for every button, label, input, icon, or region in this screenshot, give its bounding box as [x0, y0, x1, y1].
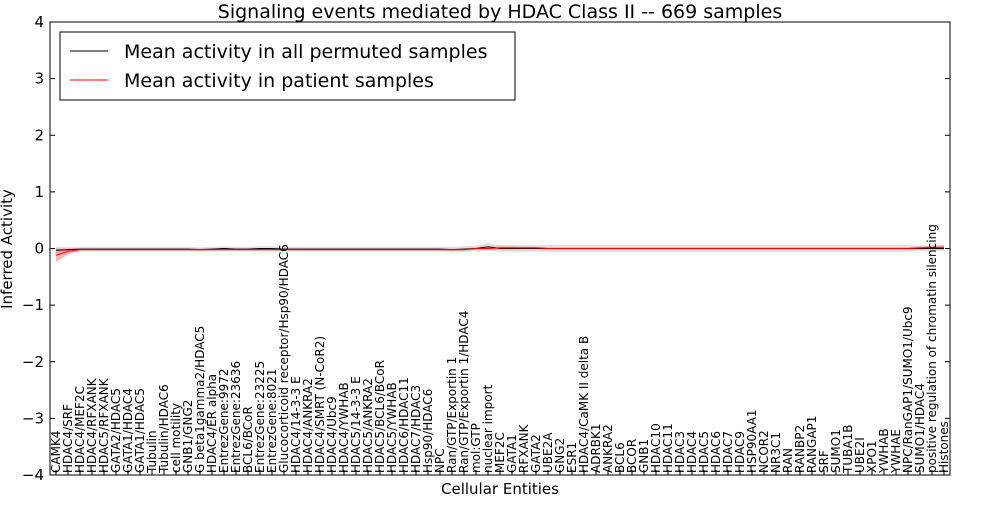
x-tick-label: HDAC6	[709, 431, 723, 473]
x-tick-label: HDAC4/MEF2C	[73, 386, 87, 473]
x-tick-label: HDAC5/BCL6/BCoR	[373, 360, 387, 473]
x-tick-label: ANKRA2	[601, 424, 615, 473]
x-tick-label: SUMO1	[829, 429, 843, 473]
confidence-bands	[56, 242, 944, 263]
x-tick-label: NCOR2	[757, 430, 771, 473]
x-tick-label: HDAC5	[697, 431, 711, 473]
x-tick-label: ESR1	[565, 442, 579, 473]
x-tick-label: mol:GTP	[469, 423, 483, 473]
x-tick-label: HDAC4/Ubc9	[325, 396, 339, 473]
x-tick-label: ADRBK1	[589, 423, 603, 473]
y-tick-label: −1	[22, 296, 44, 314]
y-tick-label: 3	[34, 70, 44, 88]
legend-label-patient: Mean activity in patient samples	[124, 70, 434, 92]
x-tick-label: YWHAE	[889, 429, 903, 474]
x-tick-label: Hsp90/HDAC6	[421, 389, 435, 473]
x-tick-label: UBE2I	[853, 437, 867, 473]
x-tick-label: TUBA1B	[841, 425, 855, 474]
x-tick-label: SUMO1/HDAC4	[913, 383, 927, 473]
x-axis-label: Cellular Entities	[441, 480, 559, 498]
x-tick-label: RAN	[781, 448, 795, 473]
x-tick-label: BCL6	[613, 442, 627, 473]
x-tick-label: GNB1/GNG2	[181, 400, 195, 473]
x-tick-label: RANBP2	[793, 425, 807, 473]
x-tick-label: HDAC5/14-3-3 E	[349, 376, 363, 473]
x-tick-label: NPC/RanGAP1/SUMO1/Ubc9	[901, 306, 915, 473]
x-tick-label: GATA2	[529, 434, 543, 473]
x-tick-label: GATA2/HDAC5	[109, 388, 123, 473]
x-tick-label: EntrezGene:9972	[217, 369, 231, 474]
x-tick-label: GNB1	[637, 439, 651, 473]
x-tick-label: HDAC4/YWHAB	[337, 382, 351, 473]
x-tick-label: HDAC4	[685, 431, 699, 473]
x-tick-label: HDAC5/ANKRA2	[361, 378, 375, 473]
y-axis: −4 −3 −2 −1 0 1 2 3 4	[22, 13, 950, 484]
x-tick-label: HDAC10	[649, 423, 663, 473]
x-tick-label: HDAC9	[733, 431, 747, 473]
x-tick-label: HDAC4/ER alpha	[205, 374, 219, 473]
x-tick-label: HDAC4/14-3-3 E	[289, 376, 303, 473]
x-tick-label: HDAC7	[721, 431, 735, 473]
x-tick-label: HDAC4/CaMK II delta B	[577, 336, 591, 473]
legend: Mean activity in all permuted samples Me…	[59, 31, 516, 101]
x-tick-label: NPC	[433, 448, 447, 473]
x-tick-label: XPO1	[865, 440, 879, 473]
x-tick-label: HDAC5/RFXANK	[97, 377, 111, 473]
x-tick-label: Histones	[937, 421, 951, 473]
x-tick-label: HDAC7/HDAC3	[409, 385, 423, 473]
x-tick-label: RANGAP1	[805, 416, 819, 473]
x-tick-label: HDAC4/SMRT (N-CoR2)	[313, 336, 327, 473]
x-tick-label: CAMK4	[49, 431, 63, 473]
x-tick-label: HDAC4/ANKRA2	[301, 378, 315, 473]
x-tick-label: GNG2	[553, 438, 567, 473]
x-tick-label: GATA1/HDAC5	[133, 388, 147, 473]
x-tick-label: EntrezGene:23225	[253, 361, 267, 473]
x-tick-label: GATA1	[505, 434, 519, 473]
y-tick-label: −3	[22, 409, 44, 427]
y-tick-label: 1	[34, 183, 44, 201]
y-tick-label: 2	[34, 126, 44, 144]
y-tick-label: −2	[22, 353, 44, 371]
y-tick-label: 4	[34, 13, 44, 31]
x-tick-label: Tubulin	[145, 430, 159, 474]
x-tick-label: HDAC4/RFXANK	[85, 377, 99, 473]
x-tick-label: nuclear import	[481, 384, 495, 473]
x-tick-label: HDAC11	[661, 423, 675, 473]
series-line-patient	[55, 246, 944, 256]
x-tick-label: EntrezGene:23636	[229, 361, 243, 473]
chart-title: Signaling events mediated by HDAC Class …	[218, 1, 782, 23]
x-tick-label: MEF2C	[493, 432, 507, 473]
x-tick-label: HSP90AA1	[745, 409, 759, 473]
x-tick-label: Glucocorticoid receptor/Hsp90/HDAC6	[277, 244, 291, 473]
x-tick-label: positive regulation of chromatin silenci…	[925, 224, 939, 473]
legend-box	[59, 31, 516, 101]
y-tick-label: −4	[22, 466, 44, 484]
series-lines	[55, 246, 944, 256]
x-tick-label: UBE2A	[541, 432, 555, 473]
y-tick-label: 0	[34, 240, 44, 258]
x-tick-label: BCL6/BCoR	[241, 406, 255, 473]
y-axis-label: Inferred Activity	[0, 189, 16, 309]
x-tick-label: SRF	[817, 450, 831, 473]
x-tick-label: HDAC6/HDAC11	[397, 377, 411, 473]
x-tick-label: cell motility	[169, 403, 183, 473]
x-tick-label: HDAC4/SRF	[61, 404, 75, 473]
x-tick-label: YWHAB	[877, 428, 891, 474]
x-tick-label: HDAC3	[673, 431, 687, 473]
x-tick-label: G beta1gamma2/HDAC5	[193, 326, 207, 473]
x-tick-label: NR3C1	[769, 432, 783, 473]
x-tick-label: HDAC5/YWHAB	[385, 382, 399, 473]
x-tick-label: Ran/GTP/Exportin 1/HDAC4	[457, 311, 471, 473]
x-tick-label: Tubulin/HDAC6	[157, 384, 171, 474]
x-tick-label: GATA1/HDAC4	[121, 388, 135, 473]
x-tick-label: Ran/GTP/Exportin 1	[445, 357, 459, 473]
x-axis: CAMK4HDAC4/SRFHDAC4/MEF2CHDAC4/RFXANKHDA…	[49, 224, 951, 475]
x-tick-label: EntrezGene:8021	[265, 369, 279, 474]
x-tick-label: RFXANK	[517, 423, 531, 473]
legend-label-permuted: Mean activity in all permuted samples	[124, 41, 487, 63]
x-tick-label: BCOR	[625, 439, 639, 473]
